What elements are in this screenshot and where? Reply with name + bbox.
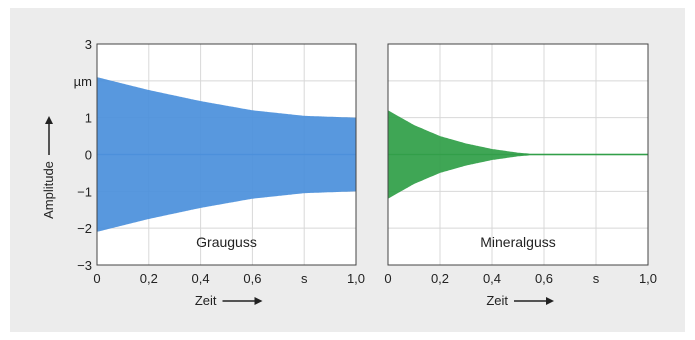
- chart-1: 0 0,2 0,4 0,6 s 1,0 Mineralguss Zeit: [384, 43, 657, 308]
- x-tick-label: 0,4: [483, 271, 501, 286]
- x-tick-label: 1,0: [639, 271, 657, 286]
- x-tick-label: s: [593, 271, 600, 286]
- series-label: Mineralguss: [480, 234, 555, 250]
- y-tick-label: 0: [85, 148, 92, 163]
- y-axis-label: Amplitude: [41, 161, 56, 219]
- y-tick-label: 1: [85, 111, 92, 126]
- x-axis-label: Zeit: [195, 293, 217, 308]
- x-tick-label: 0,6: [243, 271, 261, 286]
- series-label: Grauguss: [196, 234, 257, 250]
- x-axis-label: Zeit: [486, 293, 508, 308]
- x-axis-arrowhead-icon: [546, 297, 554, 305]
- y-tick-label: −3: [77, 258, 92, 273]
- x-axis-arrowhead-icon: [254, 297, 263, 305]
- x-tick-label: 0,6: [535, 271, 553, 286]
- plot-frame: [387, 43, 649, 266]
- x-tick-label: 0,4: [192, 271, 210, 286]
- y-tick-label: µm: [74, 74, 92, 89]
- x-tick-label: 0: [93, 271, 100, 286]
- plot-frame: [96, 43, 357, 266]
- y-tick-label: 3: [85, 37, 92, 52]
- x-tick-label: 1,0: [347, 271, 365, 286]
- x-tick-label: 0: [384, 271, 391, 286]
- x-tick-label: s: [301, 271, 308, 286]
- x-tick-label: 0,2: [431, 271, 449, 286]
- y-tick-label: −2: [77, 221, 92, 236]
- chart-0: 0 0,2 0,4 0,6 s 1,0 3 µm 1 0 −1 −2 −3 Grauguss Zeit Amp…: [41, 37, 365, 308]
- x-tick-label: 0,2: [140, 271, 158, 286]
- y-axis-arrowhead-icon: [45, 116, 53, 124]
- y-tick-label: −1: [77, 184, 92, 199]
